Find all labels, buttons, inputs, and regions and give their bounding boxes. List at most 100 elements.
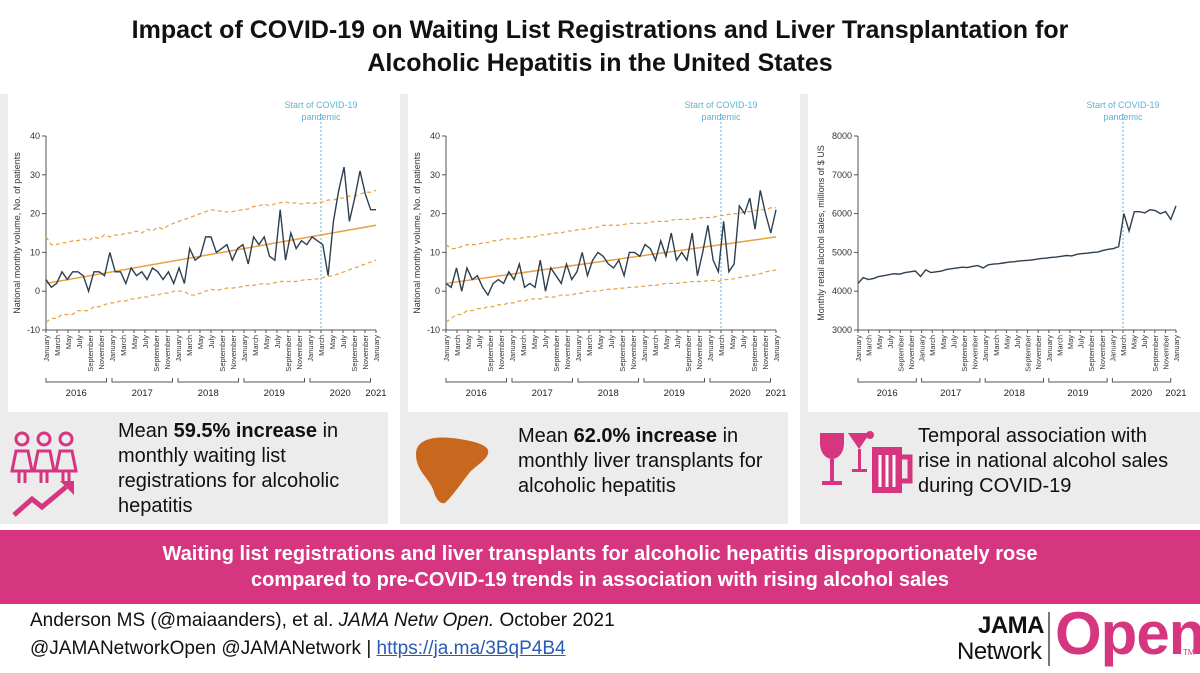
covid-annotation: pandemic <box>701 112 741 122</box>
x-tick-label: July <box>75 335 84 349</box>
x-tick-label: March <box>717 335 726 356</box>
x-tick-label: July <box>475 335 484 349</box>
x-tick-label: January <box>706 335 715 362</box>
year-label: 2018 <box>198 388 219 399</box>
y-tick-label: 8000 <box>832 131 852 141</box>
x-tick-label: September <box>896 334 905 371</box>
x-tick-label: May <box>1066 335 1075 349</box>
y-axis-label: National monthly volume, No. of patients <box>12 152 22 314</box>
expected-trend-line <box>45 224 377 285</box>
y-tick-label: 0 <box>35 286 40 296</box>
year-bracket <box>857 378 917 383</box>
y-tick-label: 4000 <box>832 286 852 296</box>
x-tick-label: November <box>761 335 770 370</box>
year-bracket <box>309 378 371 383</box>
x-tick-label: September <box>86 334 95 371</box>
year-label: 2017 <box>132 388 153 399</box>
y-tick-label: -10 <box>427 325 440 335</box>
x-tick-label: November <box>163 335 172 370</box>
x-tick-label: January <box>1045 335 1054 362</box>
x-tick-label: November <box>629 335 638 370</box>
year-label: 2016 <box>66 388 87 399</box>
article-link[interactable]: https://ja.ma/3BqP4B4 <box>376 638 566 659</box>
y-tick-label: 6000 <box>832 209 852 219</box>
banner-line-1: Waiting list registrations and liver tra… <box>162 543 1038 565</box>
citation-authors: Anderson MS (@maiaanders), et al. <box>30 610 339 631</box>
caption-transplants: Mean 62.0% increase in monthly liver tra… <box>518 424 780 499</box>
observed-series-line <box>857 205 1177 284</box>
x-tick-label: September <box>350 334 359 371</box>
covid-annotation: pandemic <box>301 112 341 122</box>
caption-highlight: 62.0% increase <box>573 425 718 447</box>
x-tick-label: July <box>607 335 616 349</box>
x-tick-label: March <box>992 335 1001 356</box>
year-label: 2021 <box>765 388 786 399</box>
year-label: 2021 <box>365 388 386 399</box>
x-tick-label: January <box>240 335 249 362</box>
x-tick-label: July <box>541 335 550 349</box>
y-tick-label: 20 <box>430 209 440 219</box>
x-tick-label: March <box>865 335 874 356</box>
x-tick-label: May <box>1002 335 1011 349</box>
x-tick-label: March <box>185 335 194 356</box>
x-tick-label: September <box>1024 334 1033 371</box>
year-bracket <box>177 378 239 383</box>
year-label: 2017 <box>940 388 961 399</box>
x-tick-label: September <box>284 334 293 371</box>
x-tick-label: March <box>453 335 462 356</box>
x-tick-label: January <box>108 335 117 362</box>
x-tick-label: September <box>552 334 561 371</box>
y-tick-label: 20 <box>30 209 40 219</box>
x-tick-label: March <box>928 335 937 356</box>
caption-text: in monthly waiting list registrations fo… <box>118 420 340 517</box>
year-bracket <box>1111 378 1172 383</box>
panel-alcohol-sales: 3000 4000 5000 6000 7000 8000 Monthly retail a… <box>800 94 1200 524</box>
x-tick-label: July <box>1140 335 1149 349</box>
citation-line: Anderson MS (@maiaanders), et al. JAMA N… <box>30 610 615 632</box>
x-tick-label: May <box>1130 335 1139 349</box>
x-tick-label: November <box>1034 335 1043 370</box>
caption-text: Mean <box>118 420 174 442</box>
chart-alcohol-sales: 3000 4000 5000 6000 7000 8000 Monthly retail a… <box>816 100 1187 399</box>
caption-highlight: 59.5% increase <box>173 420 318 442</box>
x-tick-label: January <box>918 335 927 362</box>
x-tick-label: November <box>229 335 238 370</box>
y-tick-label: 40 <box>430 131 440 141</box>
alcohol-icon <box>814 429 914 504</box>
x-tick-label: May <box>662 335 671 349</box>
x-tick-label: September <box>684 334 693 371</box>
x-tick-label: January <box>981 335 990 362</box>
y-tick-label: 30 <box>30 170 40 180</box>
x-tick-label: September <box>960 334 969 371</box>
caption-alcohol-sales: Temporal association with rise in nation… <box>918 424 1180 499</box>
x-tick-label: September <box>618 334 627 371</box>
x-tick-label: September <box>750 334 759 371</box>
x-tick-label: November <box>361 335 370 370</box>
year-label: 2019 <box>664 388 685 399</box>
x-tick-label: January <box>42 335 51 362</box>
x-tick-label: May <box>196 335 205 349</box>
x-tick-label: January <box>372 335 381 362</box>
lower-prediction-band <box>45 259 377 323</box>
lower-prediction-band <box>445 269 777 323</box>
year-bracket <box>45 378 107 383</box>
observed-series-line <box>45 166 376 294</box>
y-axis-label: Monthly retail alcohol sales, millions o… <box>816 145 826 321</box>
x-tick-label: November <box>563 335 572 370</box>
year-bracket <box>577 378 639 383</box>
liver-icon <box>412 434 492 514</box>
x-tick-label: March <box>251 335 260 356</box>
people-growth-icon <box>10 429 80 524</box>
year-label: 2019 <box>1067 388 1088 399</box>
x-tick-label: September <box>152 334 161 371</box>
year-label: 2020 <box>730 388 751 399</box>
x-tick-label: May <box>728 335 737 349</box>
panel-waiting-list: -10 0 10 20 30 40 National monthly volume, No.… <box>0 94 388 524</box>
chart-transplants-box: -10 0 10 20 30 40 National monthly volume, No.… <box>408 94 788 412</box>
observed-series-line <box>445 190 777 297</box>
x-tick-label: September <box>486 334 495 371</box>
x-tick-label: May <box>939 335 948 349</box>
x-tick-label: July <box>739 335 748 349</box>
y-tick-label: 30 <box>430 170 440 180</box>
x-tick-label: January <box>174 335 183 362</box>
